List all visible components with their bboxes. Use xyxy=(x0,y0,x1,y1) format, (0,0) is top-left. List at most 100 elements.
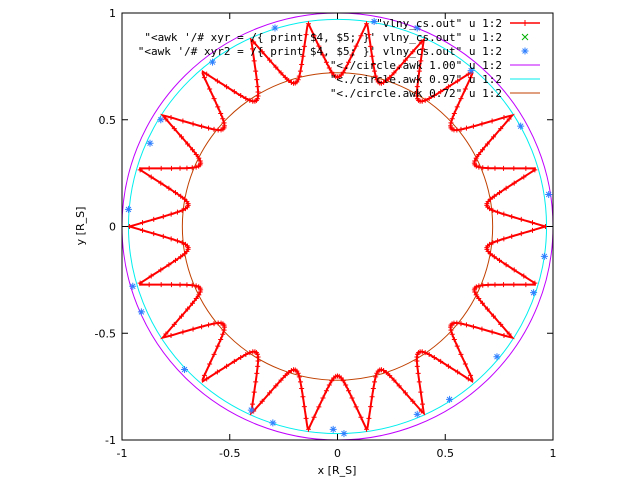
wavefront-point xyxy=(151,231,157,237)
wavefront-point xyxy=(303,415,309,421)
wavefront-point xyxy=(387,373,393,379)
wavefront-point xyxy=(168,282,174,288)
wavefront-point xyxy=(518,231,524,237)
wavefront-point xyxy=(495,238,501,244)
wavefront-point xyxy=(185,141,191,147)
wavefront-point xyxy=(458,96,464,102)
wavefront-point xyxy=(503,262,509,268)
x-tick-label: -0.5 xyxy=(219,447,240,460)
wavefront-point xyxy=(476,151,482,157)
wavefront-point xyxy=(458,321,464,327)
wavefront-point xyxy=(247,350,253,356)
wavefront-point xyxy=(416,379,422,385)
wavefront-point xyxy=(396,383,402,389)
wavefront-point xyxy=(160,233,166,239)
wavefront-point xyxy=(179,134,185,140)
wavefront-markers xyxy=(127,21,548,432)
wavefront-point xyxy=(468,372,474,378)
wavefront-point xyxy=(221,327,227,333)
xyr2-point xyxy=(467,67,475,75)
wavefront-point xyxy=(523,165,529,171)
wavefront-point xyxy=(193,151,199,157)
wavefront-point xyxy=(137,280,143,286)
wavefront-point xyxy=(253,379,259,385)
wavefront-point xyxy=(179,313,185,319)
x-tick-label: 0.5 xyxy=(437,447,455,460)
legend-sample-marker xyxy=(521,47,529,55)
wavefront-point xyxy=(414,354,420,360)
wavefront-point xyxy=(172,190,178,196)
wavefront-point xyxy=(374,77,380,83)
wavefront-point xyxy=(238,354,244,360)
wavefront-point xyxy=(485,199,491,205)
wavefront-point xyxy=(320,52,326,58)
wavefront-point xyxy=(349,395,355,401)
wavefront-point xyxy=(498,321,504,327)
wavefront-point xyxy=(414,96,420,102)
wavefront-point xyxy=(373,73,379,79)
wavefront-point xyxy=(511,282,517,288)
wavefront-point xyxy=(273,64,279,70)
xyr2-point xyxy=(146,139,154,147)
wavefront-point xyxy=(254,77,260,83)
wavefront-point xyxy=(484,141,490,147)
wavefront-point xyxy=(523,282,529,288)
wavefront-point xyxy=(489,329,495,335)
wavefront-point xyxy=(181,196,187,202)
wavefront-point xyxy=(485,165,491,171)
wavefront-point xyxy=(476,296,482,302)
wavefront-point xyxy=(416,68,422,74)
xyr2-point xyxy=(493,353,501,361)
wavefront-point xyxy=(501,115,507,121)
wavefront-point xyxy=(282,74,288,80)
wavefront-point xyxy=(495,209,501,215)
x-axis-label: x [R_S] xyxy=(318,464,357,477)
wavefront-point xyxy=(422,97,428,103)
wavefront-point xyxy=(490,313,496,319)
wavefront-point xyxy=(490,207,496,213)
wavefront-point xyxy=(189,300,195,306)
wavefront-point xyxy=(224,84,230,90)
wavefront-point xyxy=(391,70,397,76)
wavefront-point xyxy=(320,395,326,401)
wavefront-point xyxy=(426,352,432,358)
wavefront-point xyxy=(181,251,187,257)
wavefront-point xyxy=(180,118,186,124)
wavefront-point xyxy=(331,72,337,78)
wavefront-point xyxy=(323,388,329,394)
wavefront-point xyxy=(273,383,279,389)
wavefront-point xyxy=(206,125,212,131)
xyr2-point xyxy=(157,116,165,124)
wavefront-point xyxy=(511,180,517,186)
legend-label: "vlny_cs.out" u 1:2 xyxy=(376,17,502,30)
wavefront-point xyxy=(311,33,317,39)
wavefront-point xyxy=(415,370,421,376)
y-tick-label: 1 xyxy=(109,7,116,20)
wavefront-point xyxy=(326,382,332,388)
wavefront-point xyxy=(168,165,174,171)
xyr2-point xyxy=(329,425,337,433)
wavefront-point xyxy=(190,326,196,332)
wavefront-point xyxy=(316,43,322,49)
wavefront-point xyxy=(402,390,408,396)
wavefront-point xyxy=(249,46,255,52)
wavefront-point xyxy=(465,376,471,382)
wavefront-point xyxy=(476,283,482,289)
wavefront-point xyxy=(383,78,389,84)
legend-label: "<awk '/# xyr2 = /{ print $4, $5; }' vln… xyxy=(138,45,502,58)
wavefront-point xyxy=(201,75,207,81)
wavefront-point xyxy=(449,331,455,337)
wavefront-point xyxy=(479,326,485,332)
wavefront-point xyxy=(462,361,468,367)
wavefront-point xyxy=(243,95,249,101)
wavefront-point xyxy=(168,115,174,121)
xyr2-point xyxy=(413,24,421,32)
wavefront-point xyxy=(278,377,284,383)
wavefront-point xyxy=(473,284,479,290)
wavefront-point xyxy=(278,70,284,76)
wavefront-point xyxy=(224,363,230,369)
wavefront-point xyxy=(267,57,273,63)
wavefront-point xyxy=(358,33,364,39)
wavefront-point xyxy=(473,155,479,161)
wavefront-point xyxy=(498,126,504,132)
